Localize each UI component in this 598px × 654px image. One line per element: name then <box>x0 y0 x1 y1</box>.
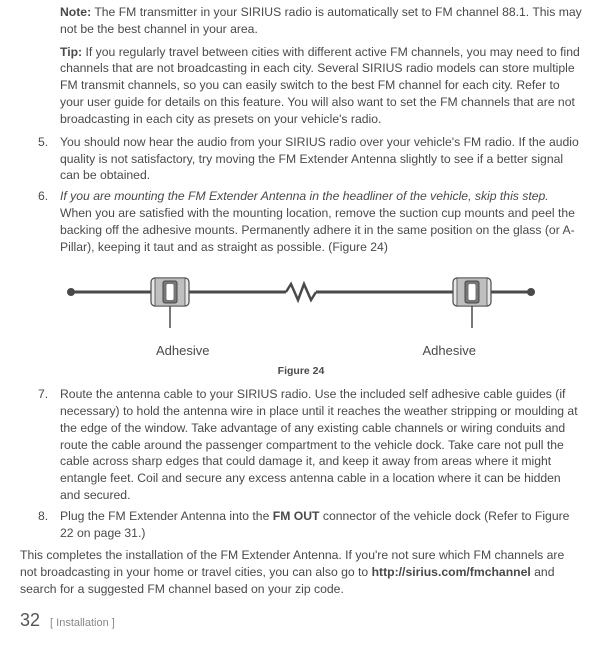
figure-caption: Figure 24 <box>20 364 582 378</box>
note-prefix: Note: <box>60 5 91 19</box>
closing-paragraph: This completes the installation of the F… <box>20 547 582 597</box>
list-number: 6. <box>38 188 60 255</box>
adhesive-labels: Adhesive Adhesive <box>86 342 516 360</box>
list-number: 5. <box>38 134 60 184</box>
antenna-diagram <box>51 270 551 340</box>
adhesive-label-right: Adhesive <box>423 342 476 360</box>
page-number: 32 <box>20 608 40 633</box>
list-body: If you are mounting the FM Extender Ante… <box>60 188 582 255</box>
list-item-8: 8. Plug the FM Extender Antenna into the… <box>38 508 582 542</box>
tip-prefix: Tip: <box>60 45 82 59</box>
list-body: Route the antenna cable to your SIRIUS r… <box>60 386 582 504</box>
list-body: You should now hear the audio from your … <box>60 134 582 184</box>
tip-text: If you regularly travel between cities w… <box>60 45 580 126</box>
item6-rest: When you are satisfied with the mounting… <box>60 206 575 254</box>
note-text: The FM transmitter in your SIRIUS radio … <box>60 5 582 36</box>
item8-bold: FM OUT <box>273 509 320 523</box>
note-block: Note: The FM transmitter in your SIRIUS … <box>60 4 582 38</box>
list-item-6: 6. If you are mounting the FM Extender A… <box>38 188 582 255</box>
list-body: Plug the FM Extender Antenna into the FM… <box>60 508 582 542</box>
figure-24: Adhesive Adhesive Figure 24 <box>20 270 582 378</box>
item8-pre: Plug the FM Extender Antenna into the <box>60 509 273 523</box>
list-number: 7. <box>38 386 60 504</box>
list-number: 8. <box>38 508 60 542</box>
list-item-7: 7. Route the antenna cable to your SIRIU… <box>38 386 582 504</box>
closing-link: http://sirius.com/fmchannel <box>372 565 531 579</box>
adhesive-label-left: Adhesive <box>156 342 209 360</box>
tip-block: Tip: If you regularly travel between cit… <box>60 44 582 128</box>
page-footer: 32 [ Installation ] <box>20 608 582 633</box>
list-item-5: 5. You should now hear the audio from yo… <box>38 134 582 184</box>
section-label: [ Installation ] <box>50 616 115 631</box>
item6-italic: If you are mounting the FM Extender Ante… <box>60 189 549 203</box>
